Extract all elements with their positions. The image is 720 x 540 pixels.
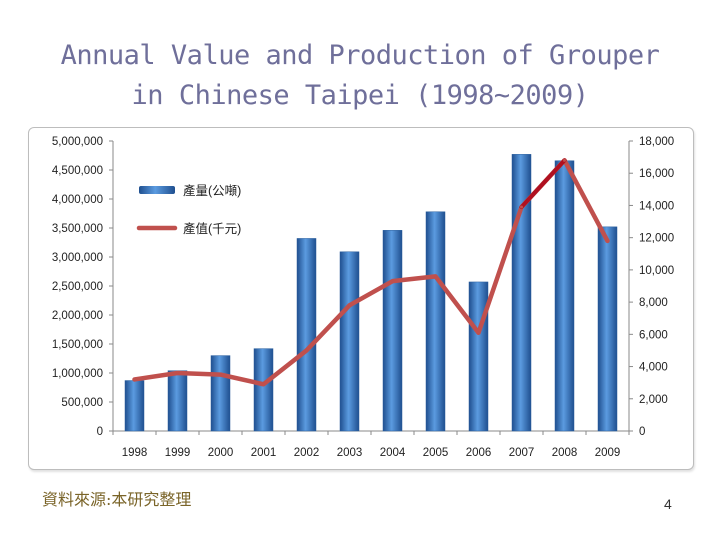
title-line-1: Annual Value and Production of Grouper — [60, 40, 660, 71]
slide-title: Annual Value and Production of Grouper i… — [0, 36, 720, 116]
x-tick-label: 2002 — [294, 447, 320, 459]
left-tick-label: 4,000,000 — [52, 194, 103, 206]
right-tick-label: 2,000 — [639, 394, 668, 406]
x-tick-label: 2008 — [552, 447, 578, 459]
left-tick-label: 3,000,000 — [52, 252, 103, 264]
bar-2009 — [597, 226, 618, 432]
left-tick-label: 2,000,000 — [52, 310, 103, 322]
bar-2001 — [253, 348, 274, 432]
value-point-2001 — [262, 382, 265, 386]
left-tick-label: 1,000,000 — [52, 368, 103, 380]
x-tick-label: 2005 — [423, 447, 449, 459]
left-tick-label: 1,500,000 — [52, 339, 103, 351]
title-line-2: in Chinese Taipei (1998~2009) — [131, 80, 589, 111]
left-tick-label: 4,500,000 — [52, 165, 103, 177]
left-tick-label: 500,000 — [61, 397, 103, 409]
source-note: 資料來源:本研究整理 — [42, 490, 192, 509]
right-tick-label: 6,000 — [639, 329, 668, 341]
bar-2008 — [554, 160, 575, 432]
right-tick-label: 18,000 — [639, 136, 674, 148]
value-point-2002 — [305, 348, 308, 352]
bar-2005 — [425, 211, 446, 432]
chart-frame: 0 500,000 1,000,000 1,500,000 2,000,000 2,500… — [28, 127, 694, 470]
right-tick-label: 0 — [639, 426, 645, 438]
bar-2007 — [511, 154, 532, 432]
right-tick-label: 12,000 — [639, 233, 674, 245]
left-tick-label: 2,500,000 — [52, 281, 103, 293]
x-tick-label: 2006 — [466, 447, 492, 459]
left-tick-label: 0 — [97, 426, 103, 438]
x-tick-label: 1999 — [165, 447, 191, 459]
value-point-2003 — [348, 303, 351, 307]
x-tick-label: 2000 — [208, 447, 234, 459]
bar-2002 — [296, 238, 317, 432]
x-tick-label: 2001 — [251, 447, 277, 459]
value-point-2009 — [606, 239, 609, 243]
x-tick-label: 1998 — [122, 447, 148, 459]
right-tick-label: 8,000 — [639, 297, 668, 309]
bar-2000 — [210, 355, 231, 432]
value-point-2006 — [477, 331, 480, 335]
value-line-highlight-segment — [519, 158, 567, 210]
x-tick-label: 2009 — [595, 447, 621, 459]
legend-line-label: 產值(千元) — [183, 221, 241, 236]
legend-bar-label: 產量(公噸) — [183, 183, 241, 198]
grouper-chart: 0 500,000 1,000,000 1,500,000 2,000,000 2,500… — [52, 136, 674, 459]
bar-2006 — [468, 281, 489, 432]
right-tick-label: 16,000 — [639, 168, 674, 180]
bar-2003 — [339, 251, 360, 432]
value-point-2007 — [520, 205, 523, 209]
x-tick-label: 2003 — [337, 447, 363, 459]
left-tick-label: 5,000,000 — [52, 136, 103, 148]
x-tick-label: 2007 — [509, 447, 535, 459]
bar-1998 — [124, 380, 145, 432]
page-number: 4 — [664, 496, 672, 512]
right-tick-label: 14,000 — [639, 200, 674, 212]
value-point-2000 — [219, 373, 222, 377]
bar-2004 — [382, 230, 403, 432]
value-point-1998 — [133, 377, 136, 381]
value-point-2008 — [563, 158, 566, 162]
value-point-1999 — [176, 371, 179, 375]
right-tick-label: 10,000 — [639, 265, 674, 277]
value-point-2004 — [391, 279, 394, 283]
right-tick-label: 4,000 — [639, 362, 668, 374]
x-tick-label: 2004 — [380, 447, 406, 459]
legend-bar-swatch — [139, 186, 175, 194]
value-point-2005 — [434, 274, 437, 278]
left-tick-label: 3,500,000 — [52, 223, 103, 235]
bar-1999 — [167, 370, 188, 432]
